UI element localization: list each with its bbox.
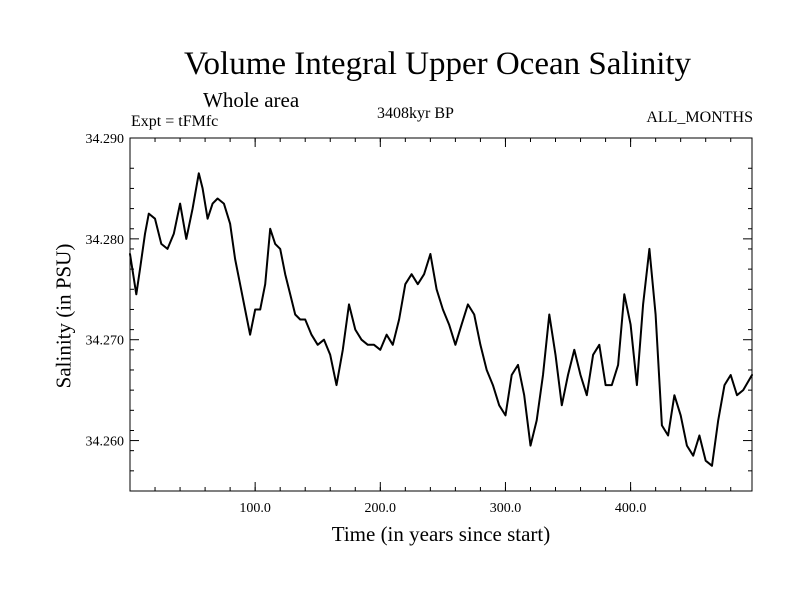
y-tick-label: 34.290 — [86, 132, 125, 147]
x-tick-label: 400.0 — [615, 501, 647, 516]
period-label: 3408kyr BP — [377, 105, 454, 122]
axis-ticks — [130, 137, 752, 491]
months-label: ALL_MONTHS — [646, 109, 753, 126]
y-tick-label: 34.270 — [86, 334, 125, 349]
plot-frame — [129, 137, 753, 492]
x-tick-label: 200.0 — [365, 501, 397, 516]
x-axis-label: Time (in years since start) — [331, 522, 551, 546]
x-tick-label: 300.0 — [490, 501, 522, 516]
experiment-label: Expt = tFMfc — [131, 113, 219, 130]
chart-title: Volume Integral Upper Ocean Salinity — [183, 46, 692, 82]
chart-subtitle: Whole area — [203, 88, 300, 112]
tick-labels: 100.0 200.0 300.0 400.0 34.260 34.270 34.280 34… — [86, 132, 647, 516]
x-tick-label: 100.0 — [239, 501, 271, 516]
y-tick-label: 34.280 — [86, 233, 125, 248]
salinity-series-line — [129, 172, 753, 467]
y-tick-label: 34.260 — [86, 435, 125, 450]
